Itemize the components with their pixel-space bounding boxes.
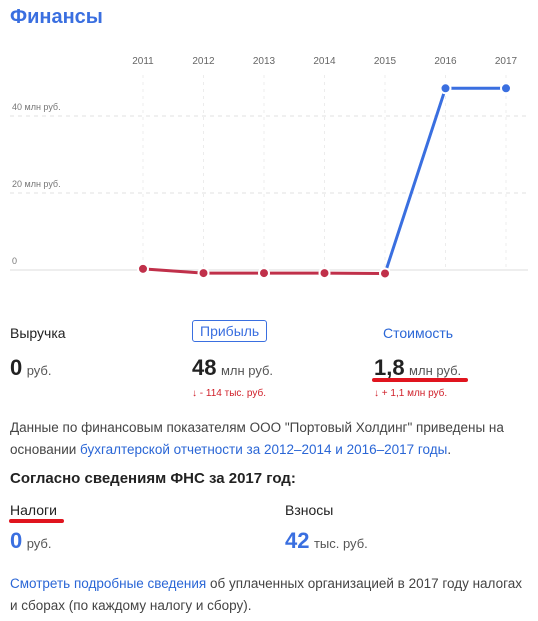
accounting-link[interactable]: бухгалтерской отчетности за 2012–2014 и … [80, 442, 448, 457]
profit-number: 48 [192, 355, 217, 380]
cost-delta: ↓ + 1,1 млн руб. [374, 388, 448, 399]
fees-unit: тыс. руб. [313, 536, 368, 551]
revenue-label: Выручка [10, 325, 66, 341]
details-text: об уплаченных организацией в 2017 году н… [10, 576, 522, 613]
data-point [379, 267, 391, 280]
fees-value: 42 тыс. руб. [285, 528, 368, 554]
revenue-number: 0 [10, 355, 23, 380]
note-text-end: . [447, 442, 452, 457]
fns-heading: Согласно сведениям ФНС за 2017 год: [10, 470, 296, 487]
fees-number: 42 [285, 528, 310, 553]
page-title: Финансы [10, 6, 103, 28]
x-tick-label: 2016 [434, 56, 457, 67]
profit-value: 48 млн руб. [192, 355, 273, 381]
x-tick-label: 2013 [253, 56, 276, 67]
data-point [500, 82, 512, 95]
cost-highlight-underline [372, 378, 468, 382]
x-tick-label: 2014 [313, 56, 336, 67]
data-point [137, 262, 149, 275]
x-tick-label: 2017 [495, 56, 518, 67]
cost-unit: млн руб. [409, 363, 462, 378]
profit-delta: ↓ - 114 тыс. руб. [192, 388, 266, 399]
cost-number: 1,8 [374, 355, 405, 380]
taxes-value: 0 руб. [10, 528, 52, 554]
details-note: Смотреть подробные сведения об уплаченны… [10, 573, 525, 617]
y-tick-label: 0 [12, 256, 17, 266]
revenue-value: 0 руб. [10, 355, 52, 381]
tab-profit[interactable]: Прибыль [192, 320, 268, 342]
data-point [439, 82, 452, 95]
series-segment [141, 267, 205, 275]
data-source-note: Данные по финансовым показателям ООО "По… [10, 417, 525, 461]
taxes-number: 0 [10, 528, 23, 553]
revenue-unit: руб. [26, 363, 52, 378]
data-point [258, 267, 270, 280]
cost-value: 1,8 млн руб. [374, 355, 461, 381]
taxes-unit: руб. [26, 536, 52, 551]
taxes-highlight-underline [9, 519, 64, 523]
x-tick-label: 2015 [374, 56, 397, 67]
x-tick-label: 2011 [132, 56, 154, 67]
profit-unit: млн руб. [220, 363, 274, 378]
data-point [197, 267, 210, 280]
taxes-label: Налоги [10, 502, 57, 518]
y-tick-label: 20 млн руб. [12, 179, 61, 189]
x-tick-label: 2012 [192, 56, 215, 67]
data-point [318, 267, 331, 280]
tab-cost[interactable]: Стоимость [383, 325, 454, 341]
details-link[interactable]: Смотреть подробные сведения [10, 576, 207, 591]
series-segment [383, 86, 447, 275]
note-text: Данные по финансовым показателям ООО "По… [10, 420, 504, 457]
fees-label: Взносы [285, 502, 334, 518]
finance-chart: 0 20 млн руб. 40 млн руб. 2011 2012 2013 2014 2… [10, 56, 528, 280]
y-tick-label: 40 млн руб. [12, 102, 61, 112]
